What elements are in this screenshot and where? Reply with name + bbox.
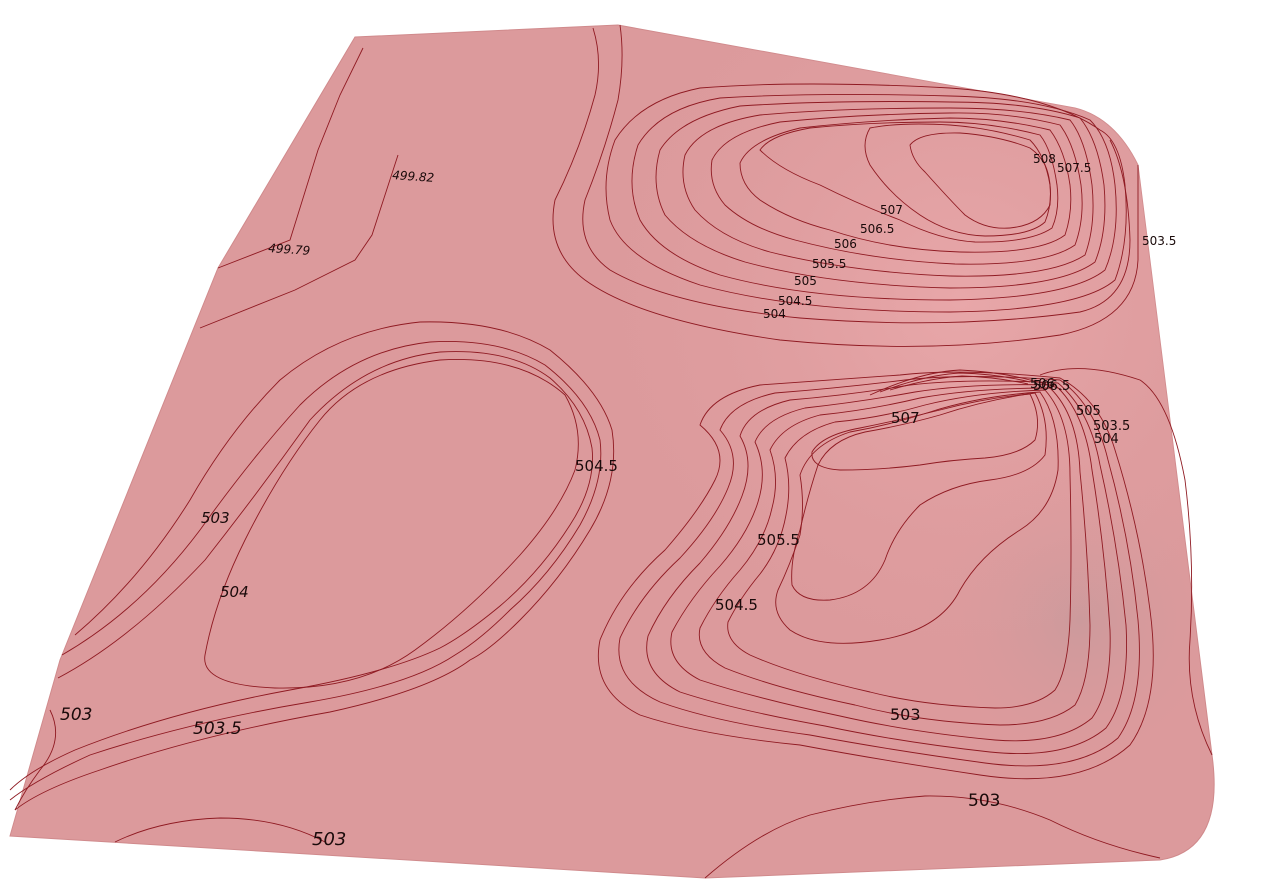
contour-group-southeast xyxy=(597,368,1213,879)
contour-label: 507.5 xyxy=(1057,161,1091,175)
contour-label: 503 xyxy=(312,829,346,850)
contour-label: 506.5 xyxy=(1033,379,1070,394)
contour-line xyxy=(889,375,1029,391)
contour-line xyxy=(710,112,1083,265)
contour-label: 505.5 xyxy=(757,531,800,549)
contour-line xyxy=(204,359,579,689)
contour-line xyxy=(869,369,1063,396)
contour-line xyxy=(682,107,1094,277)
contour-line xyxy=(775,391,1059,644)
contour-label: 503.5 xyxy=(193,719,242,739)
contour-line xyxy=(605,83,1127,313)
contour-line xyxy=(618,376,1140,767)
surface-shade xyxy=(10,25,1215,878)
contour-label: 503.5 xyxy=(1142,234,1176,248)
contour-labels: 499.82 499.79 508 507.5 507 506.5 506 50… xyxy=(60,152,1176,850)
contour-line xyxy=(199,154,399,329)
contour-label: 504.5 xyxy=(778,294,812,308)
contour-line xyxy=(879,372,1031,393)
contour-label: 499.82 xyxy=(392,168,435,185)
contour-line xyxy=(1039,368,1213,756)
contour-line xyxy=(217,47,364,269)
contour-line xyxy=(14,709,57,811)
contour-label: 503 xyxy=(968,791,1000,811)
contour-label: 505 xyxy=(1076,404,1101,419)
contour-label: 506.5 xyxy=(860,222,894,236)
contour-line xyxy=(759,121,1059,243)
contour-label: 499.79 xyxy=(268,241,311,258)
contour-line xyxy=(114,817,326,843)
contour-label: 503.5 xyxy=(1093,419,1130,434)
contour-label: 504.5 xyxy=(575,457,618,475)
contour-label: 504 xyxy=(1094,432,1119,447)
contour-label: 507 xyxy=(880,203,903,217)
contour-line xyxy=(552,27,1139,347)
contour-line xyxy=(791,392,1047,601)
contour-label: 506 xyxy=(1030,377,1055,392)
contour-line xyxy=(14,321,615,811)
contour-line xyxy=(704,795,1161,879)
contour-line xyxy=(9,351,593,791)
contour-line xyxy=(698,387,1091,726)
contour-line xyxy=(9,341,602,801)
contour-line xyxy=(727,389,1072,709)
contour-line xyxy=(646,380,1127,755)
contour-label: 506 xyxy=(834,237,857,251)
contour-line xyxy=(597,371,1154,780)
contour-label: 503 xyxy=(60,705,92,725)
contour-line xyxy=(670,384,1111,742)
contour-line xyxy=(631,93,1117,301)
contour-line xyxy=(739,117,1072,253)
contour-line xyxy=(582,24,1131,324)
contour-label: 508 xyxy=(1033,152,1056,166)
contour-label: 503 xyxy=(890,705,921,724)
contour-line xyxy=(655,101,1106,289)
contour-group-west xyxy=(9,321,615,843)
contour-line xyxy=(909,132,1051,229)
contour-line xyxy=(811,393,1039,471)
contour-group-northwest xyxy=(199,47,399,329)
contour-label: 505 xyxy=(794,274,817,288)
contour-label: 503 xyxy=(201,509,230,527)
contour-label: 505.5 xyxy=(812,257,846,271)
contour-label: 504.5 xyxy=(715,596,758,614)
contour-group-northeast xyxy=(552,24,1139,347)
contour-label: 504 xyxy=(763,307,786,321)
contour-label: 504 xyxy=(220,583,249,601)
contour-label: 507 xyxy=(891,409,920,427)
